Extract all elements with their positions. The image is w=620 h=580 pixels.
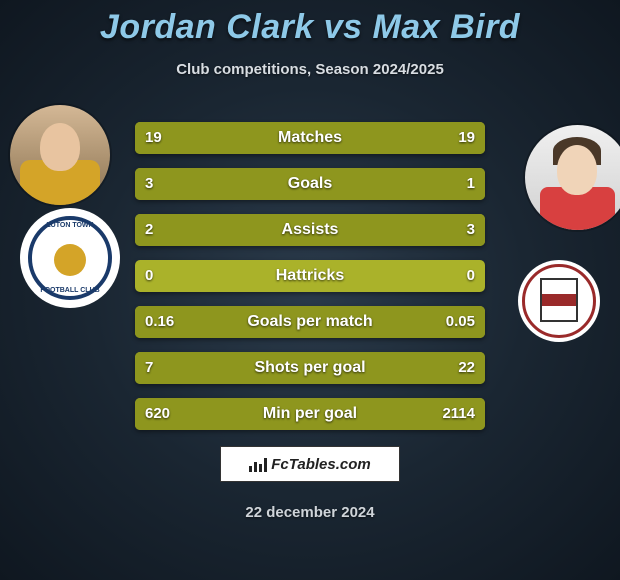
stat-row: 2Assists3 bbox=[135, 214, 485, 246]
stat-left-value: 620 bbox=[145, 398, 170, 430]
stats-bars: 19Matches193Goals12Assists30Hattricks00.… bbox=[135, 122, 485, 444]
stat-row: 7Shots per goal22 bbox=[135, 352, 485, 384]
stat-row: 19Matches19 bbox=[135, 122, 485, 154]
brand-text: FcTables.com bbox=[271, 456, 370, 473]
stat-right-value: 0 bbox=[467, 260, 475, 292]
stat-label: Goals per match bbox=[135, 306, 485, 338]
stat-label: Shots per goal bbox=[135, 352, 485, 384]
stat-left-value: 2 bbox=[145, 214, 153, 246]
page-title: Jordan Clark vs Max Bird bbox=[0, 0, 620, 47]
stat-label: Matches bbox=[135, 122, 485, 154]
stat-row: 3Goals1 bbox=[135, 168, 485, 200]
player-left-club-crest: LUTON TOWN FOOTBALL CLUB bbox=[20, 208, 120, 308]
stat-label: Min per goal bbox=[135, 398, 485, 430]
footer-date: 22 december 2024 bbox=[0, 504, 620, 521]
bar-chart-icon bbox=[249, 458, 267, 472]
stat-right-value: 2114 bbox=[442, 398, 475, 430]
brand-badge: FcTables.com bbox=[220, 446, 400, 482]
player-left-avatar bbox=[10, 105, 110, 205]
stat-left-value: 19 bbox=[145, 122, 162, 154]
player-right-avatar bbox=[525, 125, 620, 230]
stat-right-value: 22 bbox=[458, 352, 475, 384]
stat-left-value: 0 bbox=[145, 260, 153, 292]
stat-right-value: 3 bbox=[467, 214, 475, 246]
stat-label: Hattricks bbox=[135, 260, 485, 292]
player-right-club-crest bbox=[518, 260, 600, 342]
stat-left-value: 0.16 bbox=[145, 306, 174, 338]
stat-row: 0.16Goals per match0.05 bbox=[135, 306, 485, 338]
stat-left-value: 3 bbox=[145, 168, 153, 200]
stat-right-value: 0.05 bbox=[446, 306, 475, 338]
stat-right-value: 19 bbox=[458, 122, 475, 154]
stat-label: Assists bbox=[135, 214, 485, 246]
stat-row: 0Hattricks0 bbox=[135, 260, 485, 292]
stat-label: Goals bbox=[135, 168, 485, 200]
stat-right-value: 1 bbox=[467, 168, 475, 200]
stat-row: 620Min per goal2114 bbox=[135, 398, 485, 430]
stat-left-value: 7 bbox=[145, 352, 153, 384]
subtitle: Club competitions, Season 2024/2025 bbox=[0, 61, 620, 78]
